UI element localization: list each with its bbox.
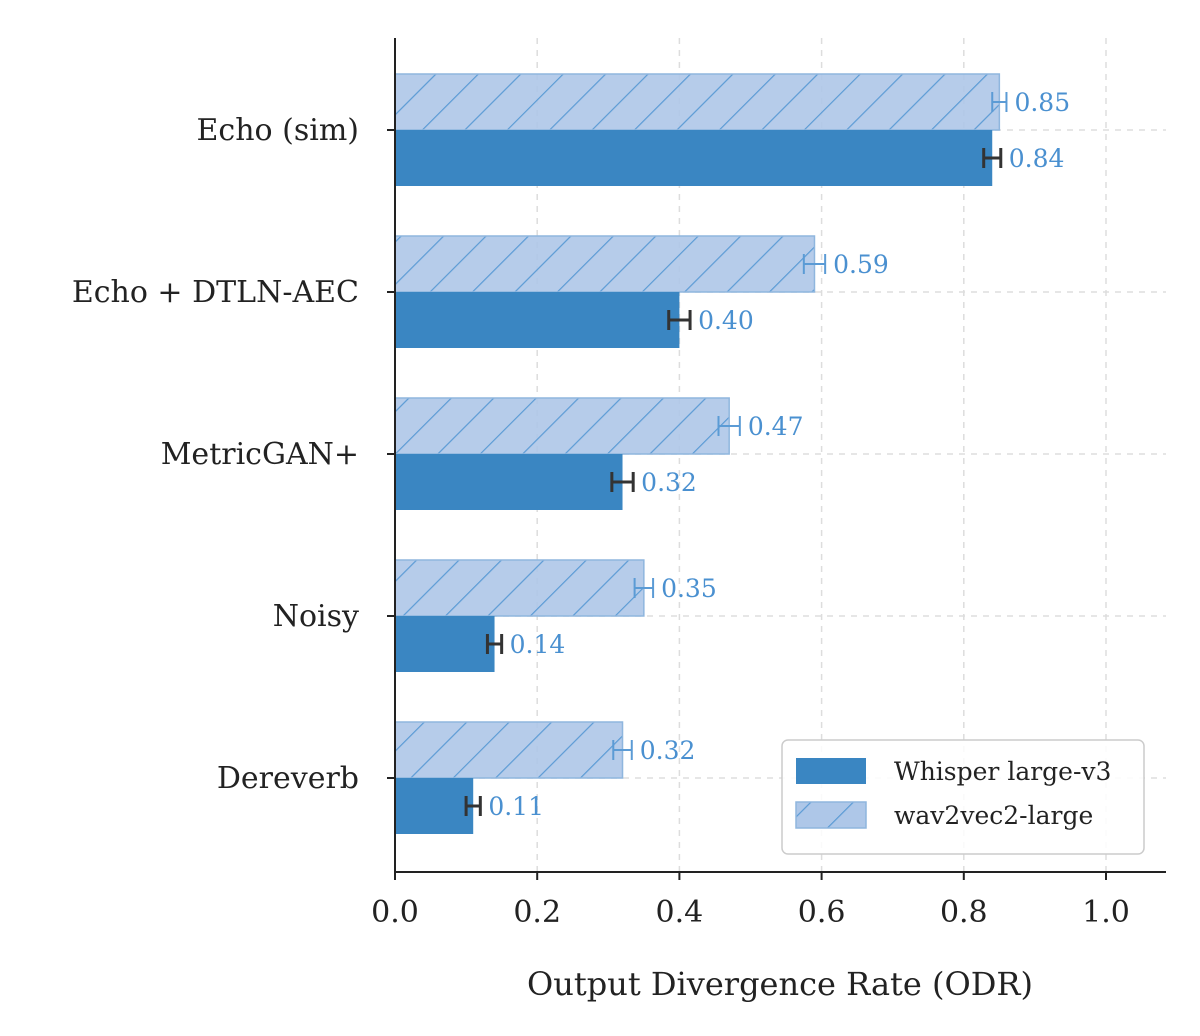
bar-1-4	[395, 778, 474, 834]
x-axis-title: Output Divergence Rate (ODR)	[527, 965, 1033, 1003]
category-label-4: Dereverb	[217, 761, 359, 796]
legend-label-1: Whisper large-v3	[894, 757, 1111, 786]
category-label-3: Noisy	[273, 599, 359, 634]
data-label-0-4: 0.32	[640, 736, 696, 765]
bar-0-3	[394, 559, 645, 617]
data-label-1-2: 0.32	[641, 468, 697, 497]
bars	[394, 73, 1001, 834]
bar-1-3	[395, 616, 495, 672]
data-label-1-3: 0.14	[510, 630, 566, 659]
bar-0-0	[394, 73, 1001, 131]
data-label-0-3: 0.35	[661, 574, 717, 603]
x-tick-label-4: 0.8	[940, 895, 988, 930]
error-bars	[464, 92, 1008, 816]
x-tick-label-2: 0.4	[656, 895, 704, 930]
bar-0-2	[394, 397, 730, 455]
category-label-0: Echo (sim)	[197, 113, 359, 148]
legend-swatch-1	[796, 758, 866, 784]
legend-box	[781, 739, 1145, 855]
x-tick-label-3: 0.6	[798, 895, 846, 930]
data-label-1-4: 0.11	[488, 792, 544, 821]
x-tick-label-5: 1.0	[1082, 895, 1130, 930]
data-label-0-2: 0.47	[748, 412, 804, 441]
data-labels: 0.85 0.59 0.47 0.35 0.32 0.84 0.40 0.32 0.14 0.11	[488, 88, 1070, 821]
category-label-1: Echo + DTLN-AEC	[72, 275, 359, 310]
legend-swatch-0	[795, 801, 867, 829]
data-label-0-0: 0.85	[1014, 88, 1070, 117]
x-tick-label-1: 0.2	[513, 895, 561, 930]
x-ticks: 0.0 0.2 0.4 0.6 0.8 1.0	[371, 872, 1130, 930]
bar-1-1	[395, 292, 680, 348]
category-label-2: MetricGAN+	[161, 437, 359, 472]
data-label-1-1: 0.40	[698, 306, 754, 335]
x-tick-label-0: 0.0	[371, 895, 419, 930]
legend: Whisper large-v3 wav2vec2-large	[781, 739, 1145, 855]
data-label-0-1: 0.59	[833, 250, 889, 279]
bar-1-0	[395, 130, 993, 186]
y-ticks: Echo (sim) Echo + DTLN-AEC MetricGAN+ Noisy…	[72, 113, 395, 796]
bar-0-4	[394, 721, 624, 779]
bar-0-1	[394, 235, 816, 293]
data-label-1-0: 0.84	[1009, 144, 1065, 173]
bar-1-2	[395, 454, 623, 510]
legend-label-0: wav2vec2-large	[894, 801, 1093, 830]
